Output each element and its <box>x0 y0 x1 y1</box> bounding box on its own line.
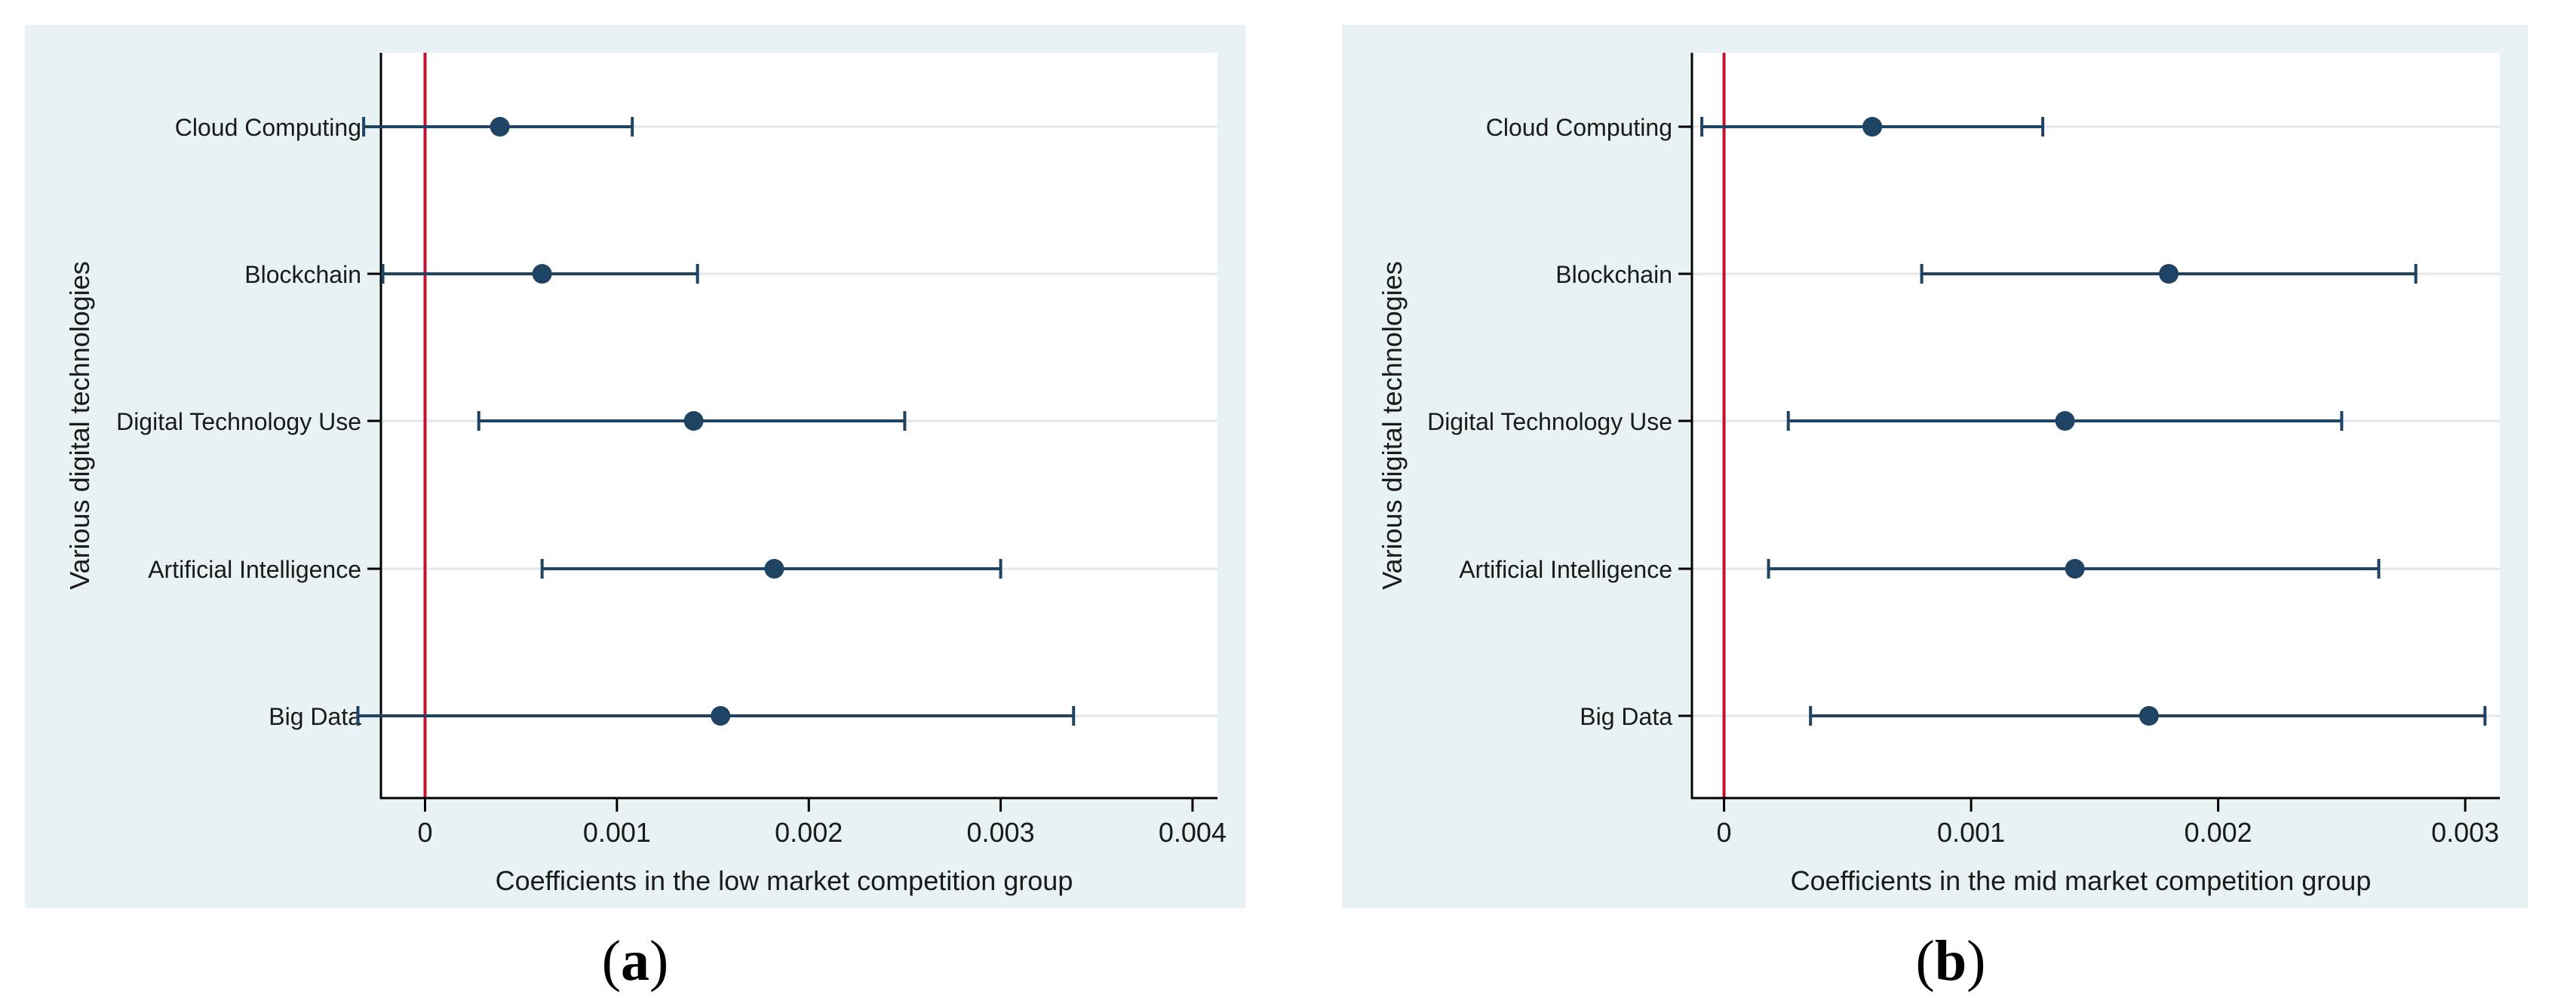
point-estimate <box>683 411 704 431</box>
point-estimate <box>532 264 552 284</box>
caption-a-open: ( <box>601 929 621 993</box>
caption-b-close: ) <box>1967 929 1986 993</box>
x-tick-label: 0.003 <box>2431 817 2499 848</box>
category-label: Big Data <box>269 703 361 730</box>
coefficient-plot-a: 0 0.001 0.002 0.003 0.004 Cloud Computing Bloc… <box>25 25 1245 908</box>
y-axis-title: Various digital technologies <box>64 261 95 590</box>
x-tick-label: 0.004 <box>1159 817 1227 848</box>
x-axis-title: Coefficients in the mid market competiti… <box>1791 865 2372 896</box>
category-label: Digital Technology Use <box>1427 408 1672 435</box>
y-axis-title: Various digital technologies <box>1377 261 1408 590</box>
x-tick-label: 0.001 <box>583 817 651 848</box>
category-label: Big Data <box>1580 703 1672 730</box>
plot-area <box>1692 53 2500 798</box>
point-estimate <box>2065 559 2085 579</box>
plot-area <box>381 53 1217 798</box>
category-label: Cloud Computing <box>175 114 361 141</box>
point-estimate <box>764 559 784 579</box>
point-estimate <box>1862 117 1883 137</box>
point-estimate <box>711 706 731 726</box>
caption-a: (a) <box>560 932 711 990</box>
caption-a-letter: a <box>621 929 649 993</box>
x-axis-title: Coefficients in the low market competiti… <box>496 865 1073 896</box>
point-estimate <box>2159 264 2179 284</box>
x-tick-label: 0 <box>417 817 432 848</box>
category-label: Artificial Intelligence <box>148 556 361 583</box>
caption-a-close: ) <box>649 929 669 993</box>
caption-b: (b) <box>1875 932 2026 990</box>
x-tick-label: 0.002 <box>2185 817 2252 848</box>
x-tick-label: 0.002 <box>775 817 843 848</box>
point-estimate <box>2055 411 2075 431</box>
chart-panel-b: 0 0.001 0.002 0.003 Cloud Computing Blockchai… <box>1342 25 2528 908</box>
caption-b-open: ( <box>1915 929 1935 993</box>
point-estimate <box>490 117 510 137</box>
caption-b-letter: b <box>1934 929 1967 993</box>
category-label: Artificial Intelligence <box>1459 556 1672 583</box>
coefficient-plot-b: 0 0.001 0.002 0.003 Cloud Computing Blockchai… <box>1342 25 2528 908</box>
category-label: Blockchain <box>1555 261 1672 288</box>
category-label: Cloud Computing <box>1486 114 1672 141</box>
category-label: Blockchain <box>244 261 361 288</box>
x-tick-label: 0.001 <box>1937 817 2005 848</box>
x-tick-label: 0 <box>1717 817 1732 848</box>
category-label: Digital Technology Use <box>116 408 361 435</box>
point-estimate <box>2138 706 2159 726</box>
x-tick-label: 0.003 <box>967 817 1035 848</box>
chart-panel-a: 0 0.001 0.002 0.003 0.004 Cloud Computing Bloc… <box>25 25 1245 908</box>
